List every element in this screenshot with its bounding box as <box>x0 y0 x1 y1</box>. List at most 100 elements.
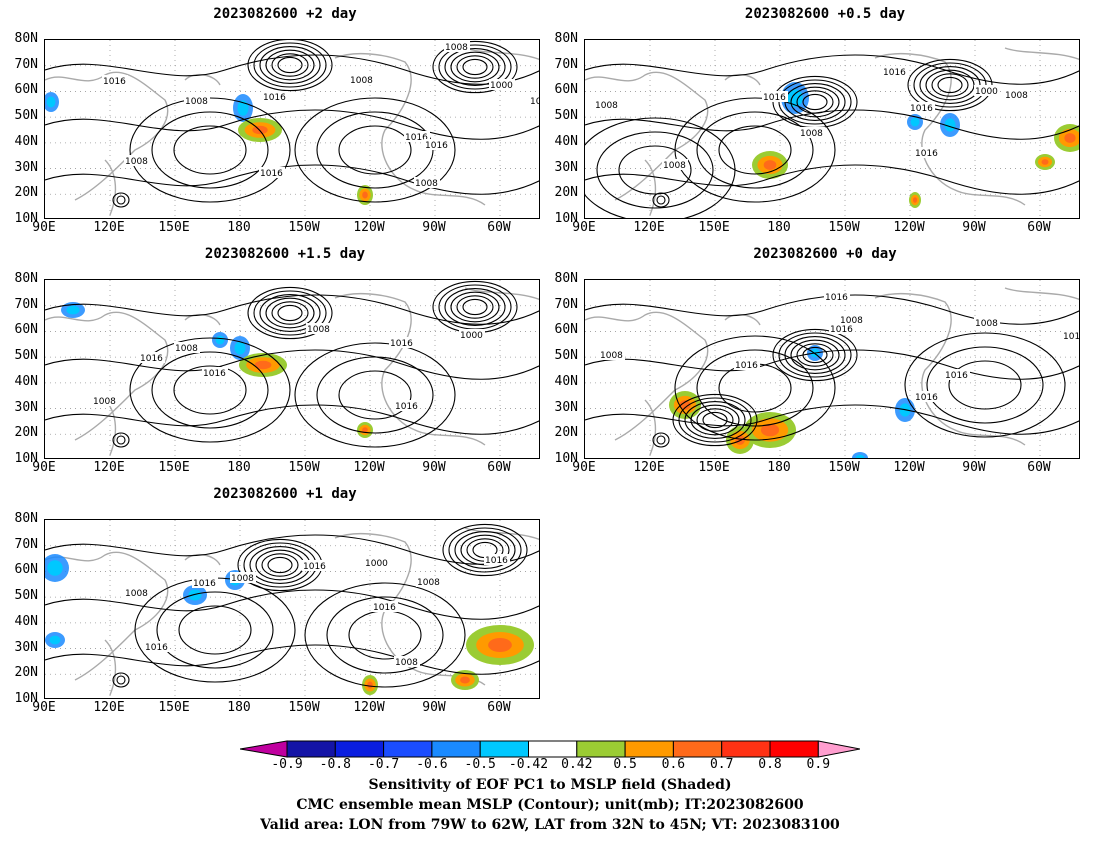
contour-map: 1008 1016 1016 1008 1000 1016 1016 1008 <box>45 280 539 458</box>
isobar-contour <box>432 40 518 94</box>
map-panel-plus0day: 2023082600 +0 day 80N 70N 60N 50N 40N 30N 20N 1… <box>540 240 1100 480</box>
isobar-value-label: 1016 <box>485 556 508 566</box>
colorbar-segment <box>286 740 336 758</box>
isobar-contour <box>45 644 539 675</box>
colorbar-tick-label: 0.6 <box>661 757 686 772</box>
colorbar-tick-label: -0.42 <box>508 757 549 772</box>
isobar-contour <box>696 408 734 432</box>
panel-title: 2023082600 +1 day <box>213 486 357 502</box>
lat-tick-label: 80N <box>14 31 38 46</box>
lon-tick-label: 90W <box>962 460 986 475</box>
lon-tick-label: 90E <box>32 700 56 715</box>
isobar-value-label: 1016 <box>263 93 286 103</box>
colorbar-tick-label: 0.9 <box>806 757 831 772</box>
lat-tick-label: 70N <box>14 536 38 552</box>
isobar-value-label: 1016 <box>883 68 906 78</box>
colorbar-tick-label: -0.8 <box>319 757 351 772</box>
isobar-value-label: 1008 <box>125 589 148 599</box>
lat-tick-label: 50N <box>14 588 38 604</box>
isobar-contour <box>652 432 670 448</box>
isobar-contour <box>173 125 247 175</box>
isobar-value-label: 1008 <box>800 129 823 139</box>
lon-tick-label: 180 <box>227 460 251 475</box>
isobar-value-label: 1016 <box>763 93 786 103</box>
lat-tick-label: 50N <box>554 108 578 124</box>
map-panel-plus2day: 2023082600 +2 day 80N 70N 60N 50N 40N 30N 20N 1… <box>0 0 560 240</box>
lon-tick-label: 120W <box>353 460 385 475</box>
isobar-value-label: 1016 <box>825 293 848 303</box>
isobar-value-label: 1016 <box>103 77 126 87</box>
negative-sensitivity-patch <box>46 96 56 108</box>
isobar-value-label: 1008 <box>417 578 440 588</box>
isobar-value-label: 1008 <box>307 325 330 335</box>
isobar-contour <box>45 404 539 435</box>
isobar-contour <box>338 125 412 175</box>
isobar-contour <box>674 335 836 441</box>
colorbar-segment <box>334 740 385 758</box>
caption-line-3: Valid area: LON from 79W to 62W, LAT fro… <box>260 817 840 833</box>
isobar-value-label: 1016 <box>303 562 326 572</box>
positive-sensitivity-patch <box>362 427 368 433</box>
isobar-contour <box>45 589 539 620</box>
negative-sensitivity-patch <box>66 305 80 315</box>
lon-tick-label: 180 <box>227 220 251 235</box>
lon-tick-label: 150E <box>698 220 730 235</box>
isobar-value-label: 1016 <box>735 361 758 371</box>
contour-map: 1008 1016 1016 1008 1016 1000 1016 1016 1008 1008 <box>45 520 539 698</box>
isobar-value-label: 1016 <box>1063 332 1080 342</box>
lon-tick-label: 120E <box>93 220 125 235</box>
lat-tick-label: 50N <box>554 348 578 364</box>
isobar-contour <box>316 111 434 189</box>
isobar-contour <box>450 51 500 83</box>
positive-sensitivity-patch <box>362 191 368 199</box>
colorbar-segment <box>431 740 481 758</box>
isobar-value-label: 1016 <box>145 643 168 653</box>
caption-line-1: Sensitivity of EOF PC1 to MSLP field (Sh… <box>368 777 732 793</box>
isobar-contour <box>112 432 130 448</box>
isobar-contour <box>45 349 539 380</box>
positive-sensitivity-patch <box>460 676 470 684</box>
lon-tick-label: 150E <box>698 460 730 475</box>
isobar-contour <box>684 401 746 439</box>
isobar-value-label: 1016 <box>945 371 968 381</box>
isobar-value-label: 1016 <box>425 141 448 151</box>
isobar-contour <box>702 411 728 429</box>
lon-tick-label: 120W <box>353 700 385 715</box>
negative-sensitivity-patch <box>855 454 865 458</box>
lon-tick-label: 90E <box>32 460 56 475</box>
isobar-contour <box>926 346 1044 424</box>
lon-tick-label: 60W <box>487 700 511 715</box>
isobar-contour <box>585 109 1079 140</box>
isobar-value-label: 1000 <box>460 331 483 341</box>
isobar-contour <box>112 192 130 208</box>
isobar-value-label: 1016 <box>530 97 540 107</box>
caption-line-2: CMC ensemble mean MSLP (Contour); unit(m… <box>296 797 804 813</box>
lat-tick-label: 70N <box>14 56 38 72</box>
isobar-value-label: 1008 <box>595 101 618 111</box>
isobar-contour <box>247 286 333 340</box>
isobar-value-label: 1016 <box>203 369 226 379</box>
lon-tick-label: 150E <box>158 700 190 715</box>
lon-tick-label: 60W <box>1027 460 1051 475</box>
isobar-contour <box>585 164 1079 195</box>
lon-tick-label: 90E <box>572 220 596 235</box>
isobar-contour <box>116 435 126 445</box>
isobar-value-label: 1000 <box>365 559 388 569</box>
lon-tick-label: 120W <box>353 220 385 235</box>
lat-tick-label: 80N <box>554 271 578 286</box>
isobar-contour <box>156 591 274 669</box>
isobar-value-label: 1008 <box>663 161 686 171</box>
isobar-contour <box>178 605 252 655</box>
isobar-contour <box>304 582 466 688</box>
isobar-contour <box>444 48 506 86</box>
isobar-contour <box>249 546 311 584</box>
isobar-contour <box>462 58 488 76</box>
lon-tick-label: 90E <box>572 460 596 475</box>
isobar-contour <box>259 294 321 332</box>
lat-tick-label: 10N <box>554 211 578 226</box>
isobar-value-label: 1008 <box>125 157 148 167</box>
isobar-contour <box>948 360 1022 410</box>
isobar-value-label: 1000 <box>975 87 998 97</box>
lat-tick-label: 60N <box>554 322 578 338</box>
isobar-value-label: 1016 <box>915 149 938 159</box>
